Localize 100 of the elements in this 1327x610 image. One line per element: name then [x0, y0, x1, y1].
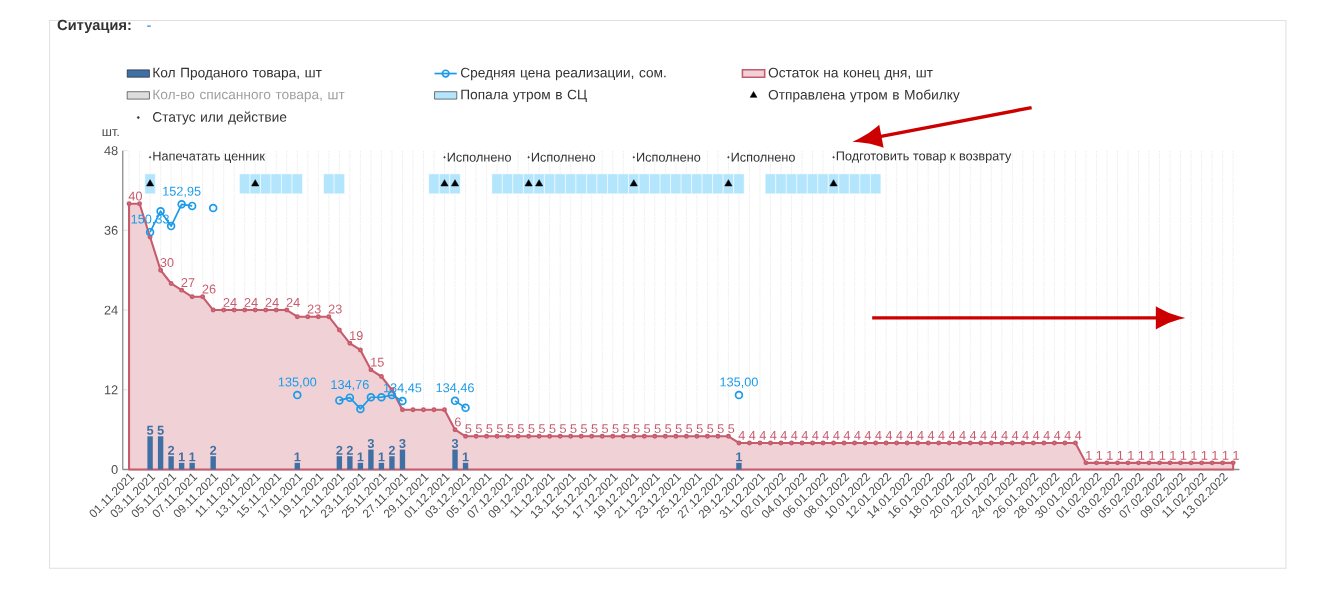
bar: [399, 449, 406, 470]
point: [335, 396, 344, 405]
data-label: 4: [990, 430, 998, 440]
data-label: 5: [633, 424, 640, 433]
data-label: 5: [675, 424, 682, 433]
data-label: 1: [294, 452, 301, 462]
data-label: 5: [717, 424, 724, 433]
data-label: 5: [654, 424, 661, 433]
data-label: 24: [223, 297, 237, 307]
data-label: 152,95: [163, 186, 201, 198]
data-label: 4: [780, 430, 787, 440]
data-label: 1: [1128, 450, 1134, 460]
legend-label: Остаток на конец дня, шт: [768, 67, 933, 80]
data-label: 5: [475, 424, 482, 433]
bar: [294, 462, 300, 470]
bar: [368, 449, 374, 470]
data-label: 23: [307, 304, 321, 314]
data-label: 4: [843, 430, 851, 440]
y-tick-label: 48: [104, 145, 118, 155]
data-label: 5: [728, 424, 735, 433]
data-label: 4: [959, 430, 966, 440]
data-label: 4: [1032, 430, 1040, 440]
data-label: 4: [864, 430, 872, 440]
bar: [168, 456, 174, 470]
data-label: 4: [917, 430, 924, 440]
data-label: 5: [486, 424, 493, 433]
data-label: 5: [559, 424, 567, 433]
bar: [157, 436, 164, 470]
data-label: 2: [336, 445, 343, 455]
data-label: 2: [388, 445, 395, 455]
data-label: 30: [160, 257, 174, 267]
legend-label: Кол Проданого товара, шт: [153, 67, 322, 80]
data-label: 4: [938, 430, 945, 440]
data-label: 5: [707, 424, 714, 433]
data-label: 4: [801, 430, 809, 440]
data-label: 4: [791, 430, 798, 440]
point: [187, 201, 197, 210]
data-label: 1: [1117, 450, 1124, 460]
bar: [210, 456, 216, 470]
point: [293, 390, 302, 400]
data-label: 135,00: [278, 377, 317, 388]
point: [734, 390, 744, 400]
data-label: 1: [357, 452, 364, 462]
data-label: 26: [202, 284, 216, 294]
data-label: Исполнено: [447, 152, 511, 162]
data-label: 1: [378, 452, 385, 462]
data-label: 6: [454, 417, 461, 427]
legend-label: Отправлена утром в Мобилку: [768, 89, 960, 103]
data-label: 4: [875, 430, 882, 440]
data-label: 1: [189, 452, 196, 462]
data-label: 1: [178, 452, 185, 462]
data-label: 1: [1233, 450, 1239, 460]
bar: [336, 456, 343, 470]
data-label: 1: [1096, 450, 1103, 460]
legend-label: Средняя цена реализации, сом.: [460, 67, 666, 81]
point: [177, 199, 186, 209]
data-label: 4: [749, 430, 756, 440]
data-label: 1: [1159, 450, 1166, 460]
bar: [147, 436, 153, 470]
bar: [462, 462, 469, 470]
bar: [189, 462, 195, 470]
data-label: 24: [286, 297, 300, 307]
data-label: 5: [570, 424, 577, 433]
legend-label: Попала утром в СЦ: [461, 89, 587, 102]
data-label: 5: [665, 424, 672, 433]
data-label: 2: [168, 445, 175, 455]
data-label: 15: [371, 357, 384, 367]
data-label: 5: [507, 424, 514, 433]
data-label: 4: [969, 430, 977, 440]
data-label: 1: [462, 452, 469, 462]
data-label: 19: [350, 330, 363, 340]
data-label: 1: [1191, 450, 1197, 460]
y-tick-label: 24: [104, 305, 118, 315]
data-label: 2: [210, 445, 217, 455]
data-label: 40: [128, 191, 142, 201]
bar: [736, 462, 742, 470]
data-label: Исполнено: [531, 152, 596, 162]
data-label: Исполнено: [637, 152, 701, 162]
data-label: 1: [1180, 450, 1187, 460]
data-label: Напечатать ценник: [153, 151, 265, 163]
data-label: 1: [1222, 450, 1229, 460]
data-label: 4: [738, 430, 745, 440]
bar: [178, 462, 185, 470]
data-label: 3: [367, 438, 374, 448]
y-tick-label: 12: [104, 385, 118, 395]
data-label: 134,46: [436, 383, 474, 394]
point: [366, 392, 376, 402]
data-label: 1: [1201, 450, 1208, 460]
data-label: 134,76: [331, 379, 369, 391]
data-label: 4: [833, 430, 840, 440]
data-label: 5: [644, 424, 651, 433]
data-label: 5: [146, 425, 154, 435]
data-label: 5: [549, 424, 556, 433]
data-label: 4: [1064, 430, 1071, 440]
data-label: 1: [1086, 450, 1092, 460]
data-label: 5: [696, 424, 703, 433]
legend-label: Статус или действие: [153, 111, 287, 125]
data-label: 4: [1022, 430, 1029, 440]
point: [345, 393, 355, 402]
data-label: 4: [759, 430, 766, 440]
